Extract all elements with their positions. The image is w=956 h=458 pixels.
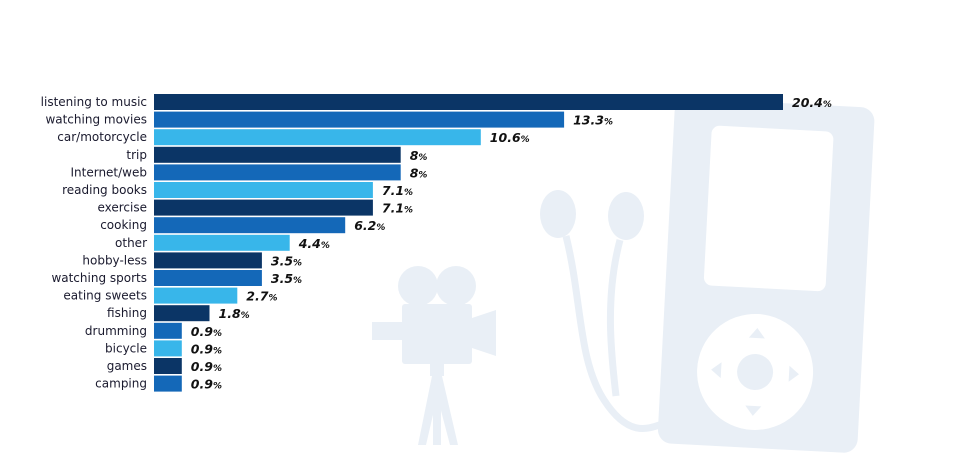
bar-16 [154, 375, 182, 392]
value-label: 20.4% [792, 95, 832, 110]
bar-14 [154, 340, 182, 357]
value-label: 7.1% [382, 201, 413, 216]
bar-6 [154, 199, 373, 216]
category-label: other [115, 236, 147, 250]
value-label: 8% [410, 148, 428, 163]
value-label: 3.5% [271, 253, 302, 268]
value-label: 7.1% [382, 183, 413, 198]
category-label: hobby-less [82, 253, 147, 267]
category-label: fishing [107, 306, 147, 320]
value-label: 13.3% [573, 113, 613, 128]
bar-15 [154, 358, 182, 374]
earphones-icon [540, 190, 670, 432]
value-label: 3.5% [271, 271, 302, 286]
category-label: bicycle [105, 341, 147, 355]
value-label: 8% [410, 165, 428, 180]
value-label: 0.9% [191, 324, 222, 339]
bar-4 [154, 164, 401, 181]
category-label: watching sports [51, 271, 147, 285]
category-label: Internet/web [70, 165, 147, 179]
bar-7 [154, 217, 346, 234]
bar-1 [154, 111, 565, 128]
bar-13 [154, 322, 182, 339]
value-label: 0.9% [191, 377, 222, 392]
film-camera-icon [372, 266, 496, 445]
category-label: eating sweets [63, 289, 147, 303]
category-label: car/motorcycle [57, 130, 147, 144]
bar-12 [154, 305, 210, 322]
category-label: reading books [62, 183, 147, 197]
category-label: listening to music [41, 95, 147, 109]
bar-3 [154, 146, 401, 163]
value-label: 10.6% [490, 130, 530, 145]
value-label: 1.8% [219, 306, 250, 321]
category-label: games [107, 359, 147, 373]
category-label: trip [126, 148, 147, 162]
value-label: 0.9% [191, 359, 222, 374]
bar-5 [154, 182, 373, 198]
category-label: camping [95, 377, 147, 391]
value-label: 0.9% [191, 341, 222, 356]
music-player-icon [657, 98, 875, 453]
bar-2 [154, 129, 481, 146]
value-label: 6.2% [354, 218, 385, 233]
category-label: cooking [100, 218, 147, 232]
bar-10 [154, 270, 262, 286]
bar-11 [154, 287, 238, 304]
bar-9 [154, 252, 262, 269]
bar-8 [154, 234, 290, 251]
category-label: watching movies [45, 113, 147, 127]
value-label: 4.4% [298, 236, 330, 251]
category-label: exercise [97, 201, 147, 215]
bar-0 [154, 94, 783, 110]
value-label: 2.7% [246, 289, 277, 304]
category-label: drumming [85, 324, 147, 338]
